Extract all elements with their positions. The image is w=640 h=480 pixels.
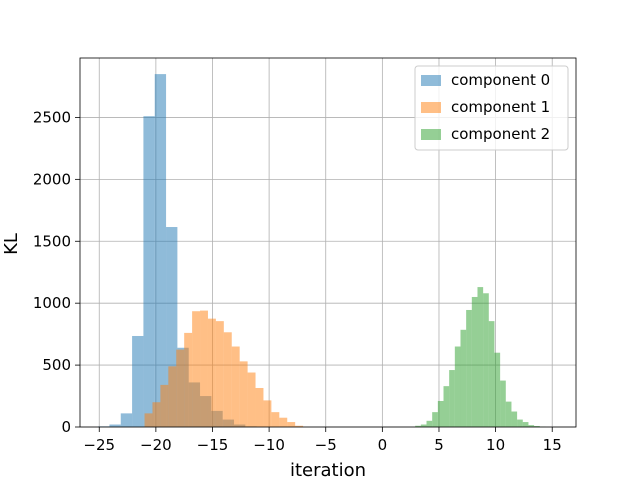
x-tick-label: −5	[315, 436, 337, 454]
y-tick-label: 2500	[33, 108, 71, 126]
histogram-bar	[483, 293, 489, 427]
histogram-bar	[263, 400, 272, 427]
series-1-bars	[144, 310, 304, 427]
histogram-bar	[477, 287, 484, 427]
histogram-bar	[109, 424, 121, 427]
ticks-layer: −25 −20 −15 −10 −5 0 5 10 15 0 500 1000 1500 2000 2500	[33, 108, 562, 454]
histogram-bar	[443, 386, 450, 427]
histogram-bar	[287, 422, 296, 427]
histogram-bar	[120, 413, 133, 427]
histogram-bar	[505, 401, 512, 427]
x-tick-label: 5	[434, 436, 444, 454]
histogram-bar	[500, 380, 506, 427]
histogram-bar	[207, 318, 216, 427]
x-tick-label: 0	[378, 436, 388, 454]
histogram-bar	[426, 420, 433, 427]
histogram-bar	[255, 387, 264, 427]
y-tick-label: 1500	[33, 232, 71, 250]
histogram-bar	[488, 321, 495, 427]
histogram-bar	[239, 361, 248, 427]
histogram-bar	[152, 402, 161, 427]
histogram-bar	[420, 424, 427, 427]
histogram-bar	[432, 412, 438, 427]
histogram-bar	[200, 310, 208, 427]
legend-swatch	[421, 75, 441, 86]
histogram-bar	[494, 352, 501, 427]
histogram-bar	[279, 417, 288, 427]
y-tick-label: 2000	[33, 170, 71, 188]
x-tick-label: −20	[140, 436, 172, 454]
histogram-bar	[449, 370, 455, 427]
histogram-bar	[223, 332, 232, 427]
legend-label: component 1	[451, 98, 550, 116]
legend-swatch	[421, 102, 441, 113]
legend: component 0 component 1 component 2	[414, 65, 569, 151]
y-tick-label: 500	[42, 356, 71, 374]
histogram-bar	[168, 366, 177, 427]
histogram-bar	[295, 425, 304, 427]
histogram-bar	[154, 74, 167, 427]
histogram-bar	[534, 426, 540, 427]
histogram-bar	[528, 425, 535, 427]
histogram-bar	[215, 321, 224, 427]
histogram-bar	[517, 419, 523, 427]
histogram-bar	[231, 346, 240, 427]
x-tick-label: −25	[83, 436, 115, 454]
y-tick-label: 0	[61, 418, 71, 436]
histogram-bar	[143, 116, 155, 427]
histogram-bar	[247, 372, 256, 427]
plot-frame	[79, 57, 577, 428]
histogram-bar	[144, 413, 153, 427]
histogram-bar	[466, 309, 472, 427]
histogram-bar	[511, 411, 518, 427]
histogram-bar	[176, 349, 185, 427]
legend-label: component 0	[451, 71, 550, 89]
x-axis-label: iteration	[290, 460, 366, 480]
legend-swatch	[421, 129, 441, 140]
histogram-bar	[160, 384, 169, 427]
histogram-bar	[184, 332, 193, 427]
histogram-bar	[271, 412, 280, 427]
histogram-bar	[166, 227, 178, 427]
histogram-bar	[437, 400, 444, 427]
legend-box	[414, 65, 569, 151]
histogram-bar	[454, 346, 461, 427]
histogram-bar	[415, 425, 421, 427]
legend-label: component 2	[451, 125, 550, 143]
y-tick-label: 1000	[33, 294, 71, 312]
series-2-bars	[415, 287, 546, 427]
histogram-bar	[192, 311, 201, 427]
x-tick-label: −15	[197, 436, 229, 454]
histogram-bar	[460, 329, 467, 427]
y-axis-label: KL	[1, 233, 22, 255]
histogram-bar	[471, 296, 478, 427]
x-tick-label: −10	[253, 436, 285, 454]
histogram-bar	[132, 335, 144, 427]
x-tick-label: 10	[486, 436, 505, 454]
histogram-bar	[522, 422, 529, 427]
bars-layer	[98, 74, 546, 427]
x-tick-label: 15	[543, 436, 562, 454]
